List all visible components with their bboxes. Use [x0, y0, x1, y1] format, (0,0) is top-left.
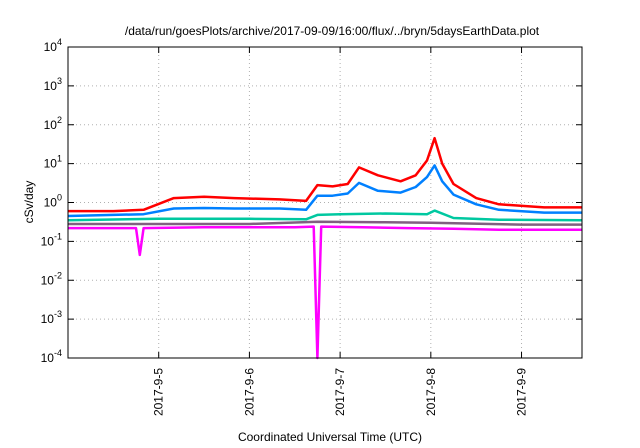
y-tick-label: 103 [44, 76, 62, 93]
data-series [67, 136, 583, 360]
x-tick-label: 2017-9-6 [242, 368, 256, 416]
series-line-4 [68, 220, 582, 226]
x-tick-label: 2017-9-7 [333, 368, 347, 416]
series-line-1 [68, 136, 582, 213]
series-line-3 [67, 209, 583, 222]
grid [68, 47, 582, 358]
series-line-5 [68, 225, 582, 360]
y-tick-label: 10-2 [41, 270, 62, 287]
y-tick-label: 104 [44, 37, 62, 54]
x-axis: 2017-9-5 2017-9-6 2017-9-7 2017-9-8 2017-9-9 [152, 47, 529, 416]
x-axis-label: Coordinated Universal Time (UTC) [238, 430, 422, 444]
y-tick-label: 102 [44, 115, 62, 132]
x-tick-label: 2017-9-5 [152, 368, 166, 416]
chart-title: /data/run/goesPlots/archive/2017-09-09/1… [125, 24, 540, 38]
x-tick-label: 2017-9-9 [515, 368, 529, 416]
series-line-2 [67, 164, 582, 218]
x-tick-label: 2017-9-8 [424, 368, 438, 416]
y-tick-label: 100 [44, 193, 62, 210]
y-tick-label: 10-4 [41, 348, 62, 365]
y-tick-label: 10-1 [41, 231, 62, 248]
y-tick-label: 10-3 [41, 309, 62, 326]
y-tick-label: 101 [44, 154, 62, 171]
y-axis: 10-4 10-3 10-2 10-1 100 101 102 103 104 [41, 37, 582, 365]
y-axis-label: cSv/day [22, 181, 36, 224]
